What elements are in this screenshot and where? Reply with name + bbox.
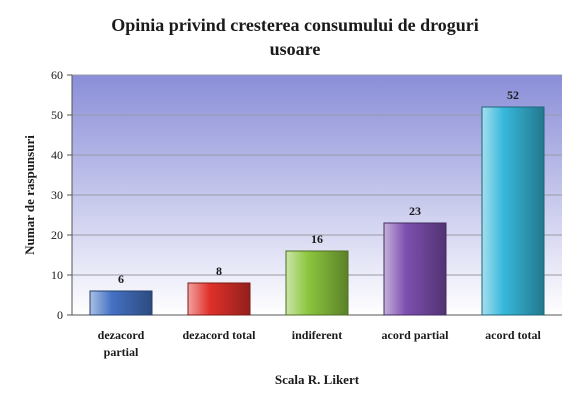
gridlines <box>72 74 562 276</box>
y-tick-label: 0 <box>57 308 63 322</box>
category-label: acord total <box>485 328 541 342</box>
y-tick-label: 30 <box>51 188 63 202</box>
y-axis-label: Numar de raspunsuri <box>22 135 37 255</box>
y-tick-label: 10 <box>51 268 63 282</box>
bar-value-label: 6 <box>118 272 124 286</box>
y-tick-label: 60 <box>51 68 63 82</box>
category-label: dezacord total <box>183 328 257 342</box>
bar <box>481 106 545 316</box>
value-labels: 6 8 16 23 52 <box>118 88 519 286</box>
category-label: partial <box>104 345 139 359</box>
chart-title-line-2: usoare <box>270 39 321 59</box>
bar-value-label: 16 <box>311 232 323 246</box>
bar <box>285 250 349 316</box>
bars <box>89 106 545 316</box>
category-labels: dezacord partial dezacord total indiferent a… <box>98 328 542 359</box>
category-label: acord partial <box>382 328 450 342</box>
bar-value-label: 52 <box>507 88 519 102</box>
y-tick-label: 40 <box>51 148 63 162</box>
y-tick-label: 20 <box>51 228 63 242</box>
bar <box>89 290 153 316</box>
bar <box>383 222 447 316</box>
category-label: indiferent <box>292 328 342 342</box>
chart-title-line-1: Opinia privind cresterea consumului de d… <box>111 15 479 35</box>
bar-value-label: 23 <box>409 204 421 218</box>
bar <box>187 282 251 316</box>
x-axis-label: Scala R. Likert <box>275 372 360 387</box>
y-axis-ticks: 0 10 20 30 40 50 60 <box>51 68 72 322</box>
category-label: dezacord <box>98 328 145 342</box>
y-tick-label: 50 <box>51 108 63 122</box>
bar-value-label: 8 <box>216 264 222 278</box>
